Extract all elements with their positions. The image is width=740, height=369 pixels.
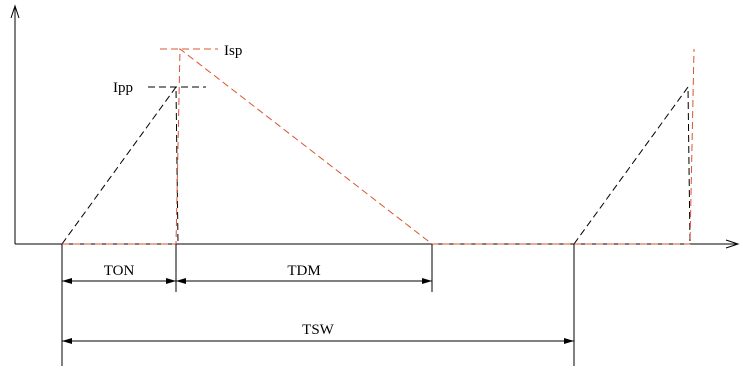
- ton-arrow-left: [62, 278, 72, 284]
- ton-arrow-right: [166, 278, 176, 284]
- ton-dimension: TON: [62, 263, 176, 284]
- tdm-dimension: TDM: [176, 263, 432, 284]
- secondary-pulse-1: [62, 47, 574, 245]
- primary-ramp-2: [573, 85, 691, 245]
- ipp-label: Ipp: [113, 80, 133, 96]
- y-axis-arrow: [10, 4, 20, 19]
- tsw-arrow-left: [62, 338, 72, 344]
- x-axis-arrow: [725, 239, 740, 249]
- tdm-arrow-left: [176, 278, 186, 284]
- tsw-label: TSW: [302, 322, 335, 338]
- ton-label: TON: [104, 263, 135, 279]
- secondary-pulse-2: [574, 48, 695, 245]
- isp-label: Isp: [224, 43, 242, 59]
- tdm-label: TDM: [287, 263, 320, 279]
- primary-current-waveform: [61, 85, 691, 245]
- secondary-current-waveform: [62, 47, 695, 245]
- dimension-extension-lines: [61, 244, 575, 366]
- primary-ramp-1: [61, 85, 179, 245]
- tdm-arrow-right: [422, 278, 432, 284]
- axes: [10, 4, 740, 249]
- tsw-arrow-right: [564, 338, 574, 344]
- tsw-dimension: TSW: [62, 322, 574, 344]
